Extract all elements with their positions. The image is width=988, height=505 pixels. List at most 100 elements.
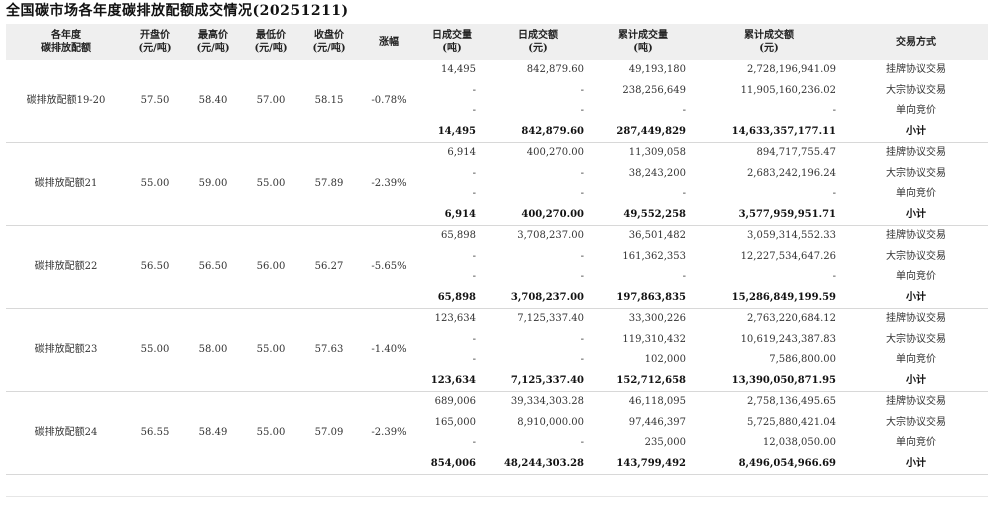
product-name: 碳排放配额19-20 — [6, 60, 126, 143]
trading-method: 单向竞价 — [896, 105, 936, 117]
daily-volume: 14,495 — [441, 64, 476, 76]
trading-method: 单向竞价 — [896, 437, 936, 449]
trading-table: 各年度 碳排放配额 开盘价 (元/吨) 最高价 (元/吨) 最低价 (元/吨) 收盘价(… — [6, 24, 988, 475]
cumulative-amount: 2,758,136,495.65 — [746, 396, 836, 408]
cumulative-amount: 12,038,050.00 — [762, 437, 836, 449]
daily-volume: - — [472, 167, 476, 179]
col-cumulative-volume: 累计成交量 (吨) — [592, 24, 694, 60]
high-price: 58.49 — [184, 391, 242, 475]
trading-method: 挂牌协议交易 — [886, 313, 946, 325]
table-row: - - 238,256,649 11,905,160,236.02 大宗协议交易 — [6, 81, 988, 102]
daily-amount: 400,270.00 — [526, 147, 584, 159]
cumulative-volume: - — [682, 105, 686, 117]
trading-method: 大宗协议交易 — [886, 416, 946, 428]
open-price: 56.55 — [126, 391, 184, 475]
trading-method: 大宗协议交易 — [886, 84, 946, 96]
trading-method: 大宗协议交易 — [886, 250, 946, 262]
trading-method: 挂牌协议交易 — [886, 396, 946, 408]
subtotal-label: 小计 — [844, 287, 988, 309]
col-product: 各年度 碳排放配额 — [6, 24, 126, 60]
close-price: 57.63 — [300, 308, 358, 392]
table-row: - - 161,362,353 12,227,534,647.26 大宗协议交易 — [6, 247, 988, 268]
subtotal-label: 小计 — [844, 121, 988, 143]
low-price: 55.00 — [242, 391, 300, 475]
daily-volume: 6,914 — [447, 147, 476, 159]
daily-amount: 8,910,000.00 — [517, 416, 584, 428]
daily-amount: - — [580, 333, 584, 345]
close-price: 57.89 — [300, 142, 358, 226]
daily-amount: - — [580, 105, 584, 117]
trading-method: 挂牌协议交易 — [886, 147, 946, 159]
cumulative-amount: - — [832, 271, 836, 283]
close-price: 56.27 — [300, 225, 358, 309]
daily-volume: 689,006 — [434, 396, 476, 408]
table-row: - - - - 单向竞价 — [6, 101, 988, 122]
cumulative-volume: 119,310,432 — [622, 333, 686, 345]
subtotal-daily-volume: 854,006 — [420, 453, 484, 475]
low-price: 55.00 — [242, 308, 300, 392]
subtotal-row: 6,914 400,270.00 49,552,258 3,577,959,951.7… — [6, 204, 988, 226]
price-change: -2.39% — [358, 391, 420, 475]
subtotal-cumulative-amount: 3,577,959,951.71 — [694, 204, 844, 226]
subtotal-row: 14,495 842,879.60 287,449,829 14,633,357,17… — [6, 121, 988, 143]
subtotal-daily-amount: 48,244,303.28 — [484, 453, 592, 475]
daily-amount: - — [580, 354, 584, 366]
daily-amount: - — [580, 167, 584, 179]
table-row: 碳排放配额23 55.00 58.00 55.00 57.63 -1.40% 123,634… — [6, 308, 988, 392]
cumulative-amount: 2,763,220,684.12 — [746, 313, 836, 325]
cumulative-volume: 46,118,095 — [628, 396, 686, 408]
daily-amount: - — [580, 437, 584, 449]
cumulative-amount: 2,683,242,196.24 — [746, 167, 836, 179]
cumulative-volume: - — [682, 271, 686, 283]
subtotal-cumulative-amount: 13,390,050,871.95 — [694, 370, 844, 392]
bottom-divider — [6, 496, 988, 497]
price-change: -1.40% — [358, 308, 420, 392]
subtotal-cumulative-volume: 143,799,492 — [592, 453, 694, 475]
subtotal-daily-volume: 14,495 — [420, 121, 484, 143]
table-body: 碳排放配额19-20 57.50 58.40 57.00 58.15 -0.78% 14,4… — [6, 60, 988, 475]
table-row: - - 235,000 12,038,050.00 单向竞价 — [6, 433, 988, 454]
daily-volume: - — [472, 84, 476, 96]
daily-volume: - — [472, 250, 476, 262]
cumulative-amount: 5,725,880,421.04 — [746, 416, 836, 428]
cumulative-amount: 10,619,243,387.83 — [740, 333, 836, 345]
price-change: -5.65% — [358, 225, 420, 309]
col-daily-volume: 日成交量 (吨) — [420, 24, 484, 60]
close-price: 57.09 — [300, 391, 358, 475]
subtotal-cumulative-volume: 152,712,658 — [592, 370, 694, 392]
col-low: 最低价 (元/吨) — [242, 24, 300, 60]
subtotal-daily-amount: 7,125,337.40 — [484, 370, 592, 392]
daily-amount: - — [580, 188, 584, 200]
table-row: 碳排放配额21 55.00 59.00 55.00 57.89 -2.39% 6,914 40… — [6, 142, 988, 226]
daily-volume: - — [472, 437, 476, 449]
product-name: 碳排放配额24 — [6, 391, 126, 475]
subtotal-daily-amount: 3,708,237.00 — [484, 287, 592, 309]
subtotal-label: 小计 — [844, 204, 988, 226]
subtotal-daily-amount: 842,879.60 — [484, 121, 592, 143]
subtotal-label: 小计 — [844, 453, 988, 475]
header-row: 各年度 碳排放配额 开盘价 (元/吨) 最高价 (元/吨) 最低价 (元/吨) 收盘价(… — [6, 24, 988, 60]
daily-amount: 39,334,303.28 — [510, 396, 584, 408]
subtotal-label: 小计 — [844, 370, 988, 392]
product-name: 碳排放配额21 — [6, 142, 126, 226]
low-price: 56.00 — [242, 225, 300, 309]
high-price: 58.40 — [184, 60, 242, 143]
cumulative-amount: - — [832, 188, 836, 200]
col-high: 最高价 (元/吨) — [184, 24, 242, 60]
cumulative-volume: 97,446,397 — [628, 416, 686, 428]
table-row: - - 38,243,200 2,683,242,196.24 大宗协议交易 — [6, 164, 988, 185]
product-name: 碳排放配额23 — [6, 308, 126, 392]
trading-method: 挂牌协议交易 — [886, 230, 946, 242]
daily-volume: 123,634 — [434, 313, 476, 325]
trading-method: 大宗协议交易 — [886, 333, 946, 345]
daily-amount: 3,708,237.00 — [517, 230, 584, 242]
subtotal-row: 65,898 3,708,237.00 197,863,835 15,286,849,… — [6, 287, 988, 309]
cumulative-volume: 238,256,649 — [622, 84, 686, 96]
table-row: 165,000 8,910,000.00 97,446,397 5,725,880,4… — [6, 413, 988, 434]
cumulative-amount: 3,059,314,552.33 — [746, 230, 836, 242]
daily-amount: 842,879.60 — [526, 64, 584, 76]
cumulative-volume: 235,000 — [644, 437, 686, 449]
subtotal-cumulative-amount: 15,286,849,199.59 — [694, 287, 844, 309]
cumulative-amount: 2,728,196,941.09 — [746, 64, 836, 76]
open-price: 57.50 — [126, 60, 184, 143]
